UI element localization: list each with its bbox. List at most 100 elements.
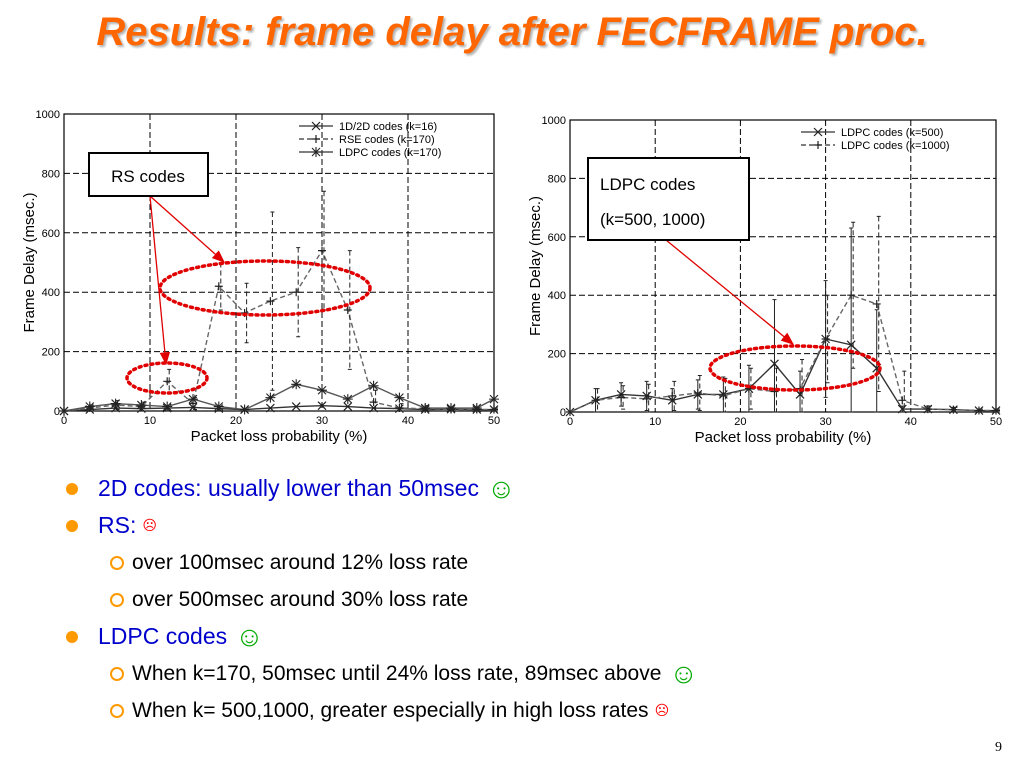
x-tick-label: 50 [990, 416, 1002, 428]
data-point [974, 406, 983, 415]
data-point [188, 394, 198, 405]
error-bar [800, 358, 805, 413]
rs-arrow-2 [149, 195, 171, 366]
sub-bullet-ring-icon [110, 592, 124, 607]
x-tick-label: 20 [734, 416, 746, 428]
series-line [569, 294, 996, 413]
y-tick-label: 1000 [36, 109, 60, 121]
x-tick-label: 0 [567, 416, 573, 428]
error-bar [902, 370, 907, 413]
sub-bullet-ring-icon [110, 555, 124, 570]
plot-frame [569, 119, 997, 413]
data-point [317, 401, 327, 411]
rs-frame-delay-chart: 0 10 20 30 40 50 0 200 400 600 800 1000 Packet loss … [21, 109, 500, 445]
data-point [395, 404, 404, 413]
data-point [213, 401, 224, 412]
data-point [291, 379, 302, 390]
y-tick-label: 600 [548, 232, 566, 244]
data-point [446, 403, 456, 414]
error-bar [774, 367, 779, 413]
data-point [368, 380, 379, 391]
rs-callout-label: RS codes [111, 167, 185, 186]
x-tick-label: 40 [905, 416, 917, 428]
legend-label: LDPC codes (k=1000) [841, 140, 950, 152]
data-point [949, 405, 958, 414]
data-point [311, 121, 321, 131]
bullet-list: 2D codes: usually lower than 50msec ☺ RS: ☹… [66, 470, 1006, 729]
data-point [420, 403, 431, 414]
ldpc-callout-line2: (k=500, 1000) [600, 210, 705, 229]
data-point [291, 402, 301, 411]
x-tick-label: 40 [402, 415, 414, 427]
ldpc-callout-box [587, 157, 750, 241]
sub-bullet-text: over 100msec around 12% loss rate [132, 550, 469, 574]
sub-bullet-text: over 500msec around 30% loss rate [132, 587, 469, 611]
rs-arrow-1 [149, 195, 225, 263]
y-tick-label: 800 [42, 168, 60, 180]
sub-bullet-text: When k=170, 50msec until 24% loss rate, … [132, 661, 662, 685]
data-point [642, 394, 651, 403]
smiley-face-icon: ☺ [235, 620, 264, 652]
sub-bullet-item: over 100msec around 12% loss rate [66, 544, 1006, 581]
y-tick-label: 1000 [542, 115, 566, 127]
data-point [872, 299, 881, 308]
data-point [292, 288, 301, 297]
error-bar [646, 383, 651, 413]
data-point [847, 291, 856, 300]
data-point [770, 387, 779, 396]
data-point [342, 394, 353, 405]
ldpc-callout-line1: LDPC codes [600, 175, 695, 194]
series-line [63, 249, 494, 412]
data-point [136, 400, 147, 411]
data-point [110, 398, 121, 409]
data-point [318, 246, 326, 255]
legend-label: LDPC codes (k=500) [841, 127, 943, 139]
bullet-text: RS: [98, 512, 137, 538]
data-point [489, 394, 499, 405]
data-point [311, 147, 321, 157]
data-point [266, 297, 275, 306]
error-bar [874, 309, 879, 413]
sub-bullet-item: When k= 500,1000, greater especially in … [66, 692, 1006, 729]
data-point [591, 396, 600, 405]
y-tick-label: 600 [42, 228, 60, 240]
data-point [312, 135, 320, 143]
data-point [490, 405, 498, 414]
smiley-face-icon: ☺ [669, 657, 698, 689]
data-point [163, 377, 172, 386]
series-2 [566, 215, 1000, 416]
x-axis-label: Packet loss probability (%) [191, 428, 368, 445]
y-axis-label: Frame Delay (msec.) [527, 196, 544, 336]
y-tick-label: 800 [548, 173, 566, 185]
error-bar [672, 380, 677, 412]
x-tick-label: 30 [819, 416, 831, 428]
legend: LDPC codes (k=500)LDPC codes (k=1000) [801, 127, 950, 152]
bullet-item: RS: ☹ [66, 507, 1006, 544]
ldpc-high-loss-ellipse [708, 344, 882, 392]
ldpc-frame-delay-chart: 0 10 20 30 40 50 0 200 400 600 800 1000 Packet loss … [527, 115, 1002, 446]
bullet-dot-icon [66, 519, 78, 532]
error-bar [399, 403, 404, 412]
data-point [239, 404, 250, 415]
data-point [317, 385, 327, 396]
frowning-face-icon: ☹ [142, 517, 157, 533]
sub-bullet-item: over 500msec around 30% loss rate [66, 581, 1006, 618]
data-point [162, 401, 173, 412]
bullet-text: LDPC codes [98, 623, 228, 649]
data-point [795, 390, 805, 399]
data-point [566, 408, 574, 416]
legend-label: 1D/2D codes (k=16) [339, 121, 437, 133]
legend: 1D/2D codes (k=16)RSE codes (k=170)LDPC … [299, 121, 441, 159]
bullet-text: 2D codes: usually lower than 50msec [98, 475, 479, 501]
legend-label: RSE codes (k=170) [339, 134, 435, 146]
data-point [813, 127, 823, 137]
smiley-face-icon: ☺ [486, 472, 516, 504]
annotation-overlay: RS codes LDPC codes (k=500, 1000) [88, 152, 882, 395]
y-tick-label: 400 [548, 290, 566, 302]
x-axis-label: Packet loss probability (%) [695, 429, 872, 446]
sub-bullet-ring-icon [110, 703, 124, 718]
error-bar [373, 389, 378, 412]
slide-title: Results: frame delay after FECFRAME proc… [96, 10, 928, 54]
x-tick-label: 10 [144, 415, 156, 427]
rs-high-loss-ellipse [158, 259, 372, 317]
